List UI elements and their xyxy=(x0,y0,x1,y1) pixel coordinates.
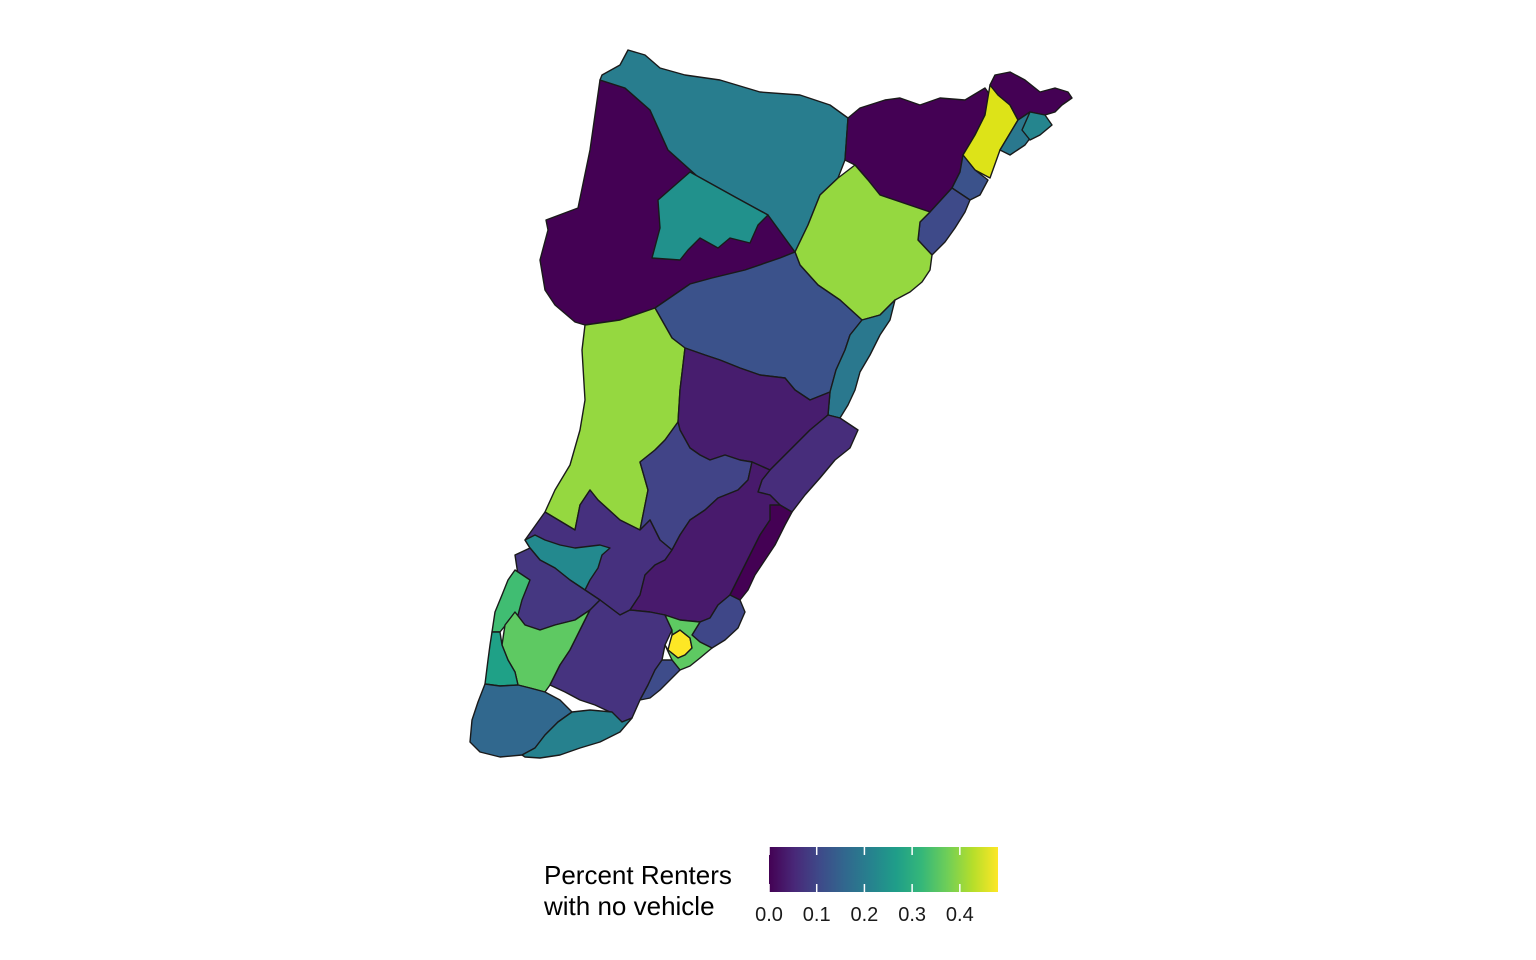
legend-title-line-1: Percent Renters xyxy=(544,860,732,890)
legend-tick-label: 0.4 xyxy=(945,904,974,926)
legend-tick-label: 0.0 xyxy=(755,904,783,926)
legend-tick-label: 0.1 xyxy=(802,904,831,926)
tract-south-green xyxy=(664,614,713,671)
tract-northeast-tip xyxy=(989,71,1073,121)
tract-south-blue xyxy=(639,659,681,701)
legend-title: Percent Renters with no vehicle xyxy=(544,860,732,922)
tract-northeast-coast-b xyxy=(1021,111,1053,141)
tract-east-coast-3 xyxy=(827,299,896,419)
legend-colorbar xyxy=(769,847,998,892)
tract-tip-teal xyxy=(521,709,633,759)
tract-north-center xyxy=(599,49,849,253)
tract-coast-dark xyxy=(729,504,793,601)
tract-north-inner xyxy=(651,171,769,261)
legend-tick-label: 0.2 xyxy=(850,904,879,926)
legend-tick-label: 0.3 xyxy=(898,904,927,926)
census-tracts xyxy=(469,49,1073,759)
legend-title-line-2: with no vehicle xyxy=(544,891,715,921)
